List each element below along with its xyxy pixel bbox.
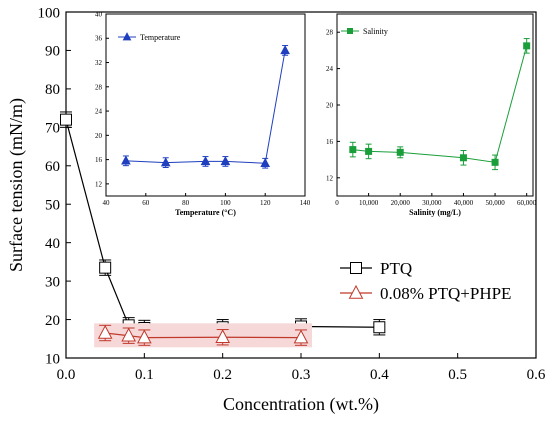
series-line [125, 50, 286, 164]
x-tick-label: 100 [220, 199, 231, 207]
x-tick-label: 60 [142, 199, 150, 207]
marker-triangle [220, 156, 231, 166]
marker-square [491, 158, 499, 166]
series-0 [349, 38, 531, 171]
x-tick-label: 120 [260, 199, 271, 207]
x-tick-label: 20,000 [391, 199, 411, 207]
marker-square [373, 321, 386, 334]
y-tick-label: 32 [95, 59, 103, 67]
y-tick-label: 24 [95, 108, 103, 116]
y-tick-label: 40 [95, 10, 103, 18]
y-tick-label: 20 [45, 313, 60, 329]
legend-label: Salinity [363, 27, 388, 36]
series-1 [94, 323, 313, 348]
x-tick-label: 50,000 [485, 199, 505, 207]
legend: PTQ 0.08% PTQ+PHPE [340, 259, 511, 303]
x-tick-label: 0.5 [448, 367, 467, 383]
y-tick-label: 100 [38, 5, 61, 21]
marker-triangle [348, 284, 364, 299]
marker-triangle [137, 329, 152, 344]
x-axis-title: Temperature (°C) [175, 208, 236, 217]
x-axis-title: Salinity (mg/L) [409, 208, 461, 217]
marker-triangle [160, 157, 171, 167]
marker-triangle [121, 155, 131, 165]
x-tick-label: 140 [300, 199, 311, 207]
y-tick-label: 50 [45, 197, 60, 213]
y-tick-label: 60 [45, 159, 60, 175]
y-tick-label: 20 [95, 132, 103, 140]
x-tick-label: 40 [103, 199, 111, 207]
y-tick-label: 36 [95, 35, 103, 43]
marker-triangle [200, 156, 211, 166]
y-tick-label: 28 [326, 29, 334, 37]
marker-square [396, 148, 404, 156]
legend-label: PTQ [380, 259, 412, 278]
marker-triangle [260, 157, 271, 167]
x-tick-label: 0.4 [370, 367, 389, 383]
marker-square [459, 154, 467, 162]
y-tick-label: 24 [326, 65, 334, 73]
x-tick-label: 0.1 [135, 367, 154, 383]
chart-inset-temperature: 40 60 80 100 120 140 12 16 20 24 28 32 36 40 Temperatu… [95, 10, 311, 217]
y-tick-label: 16 [326, 138, 334, 146]
x-tick-label: 30,000 [422, 199, 442, 207]
inset-salinity-legend: Salinity [341, 27, 388, 36]
x-tick-label: 0.0 [57, 367, 76, 383]
x-tick-label: 40,000 [454, 199, 474, 207]
y-tick-label: 20 [326, 101, 334, 109]
marker-triangle [280, 45, 290, 55]
y-tick-label: 12 [95, 180, 103, 188]
marker-triangle [121, 327, 136, 342]
plot-frame [336, 13, 534, 197]
y-tick-label: 90 [45, 44, 60, 60]
marker-square [60, 113, 72, 126]
series-0 [121, 45, 290, 169]
marker-triangle [122, 32, 132, 41]
inset-temperature-legend: Temperature [118, 32, 181, 42]
legend-label: 0.08% PTQ+PHPE [380, 284, 511, 303]
marker-square [347, 28, 353, 34]
x-tick-label: 10,000 [359, 199, 379, 207]
marker-square [365, 147, 373, 155]
x-tick-label: 60,000 [517, 199, 537, 207]
marker-triangle [97, 324, 113, 339]
chart-main: 0.0 0.1 0.2 0.3 0.4 0.5 0.6 10 20 30 40 50 60 70 80 90 1… [6, 5, 546, 415]
y-axis-title: Surface tension (mN/m) [6, 98, 27, 272]
y-tick-label: 40 [45, 236, 60, 252]
marker-triangle [215, 329, 230, 344]
x-axis-title: Concentration (wt.%) [223, 394, 379, 415]
x-tick-label: 0 [335, 199, 339, 207]
y-tick-label: 16 [95, 156, 103, 164]
legend-label: Temperature [140, 33, 181, 42]
y-tick-label: 10 [45, 351, 60, 367]
x-tick-label: 0.3 [292, 367, 311, 383]
marker-square [350, 262, 362, 274]
y-tick-label: 80 [45, 82, 60, 98]
marker-triangle [293, 329, 309, 344]
y-tick-label: 30 [45, 274, 60, 290]
y-tick-label: 12 [326, 174, 334, 182]
y-tick-label: 28 [95, 83, 103, 91]
x-tick-label: 80 [182, 199, 190, 207]
x-tick-label: 0.2 [213, 367, 232, 383]
marker-square [523, 42, 531, 50]
marker-square [99, 261, 112, 274]
marker-square [349, 146, 357, 154]
y-tick-label: 70 [45, 121, 60, 137]
chart-inset-salinity: 0 10,000 20,000 30,000 40,000 50,000 60,000 12 1… [326, 13, 537, 217]
x-tick-label: 0.6 [527, 367, 546, 383]
